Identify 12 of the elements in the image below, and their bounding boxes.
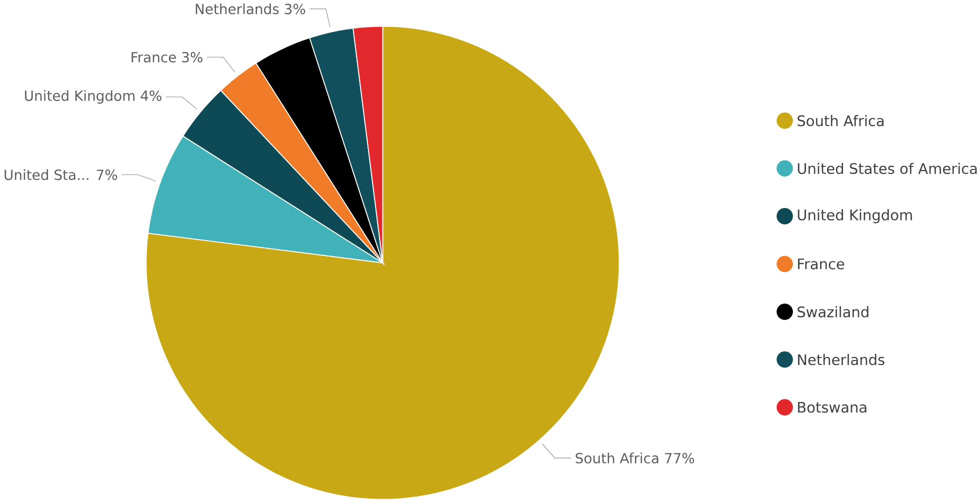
data-label: United Sta... 7% [4, 169, 118, 180]
data-label: France 3% [132, 52, 202, 63]
legend-label: United Kingdom [798, 209, 912, 224]
data-label: Netherlands 3% [196, 4, 306, 14]
legend-label: South Africa [798, 115, 884, 126]
legend-label: France [798, 258, 844, 270]
legend-label: United States of America [798, 162, 977, 174]
data-label: United Kingdom 4% [25, 90, 162, 104]
data-label: South Africa 77% [576, 452, 694, 464]
legend-label: Botswana [798, 402, 866, 413]
legend-label: Swaziland [798, 306, 868, 318]
legend-label: Netherlands [798, 354, 884, 366]
